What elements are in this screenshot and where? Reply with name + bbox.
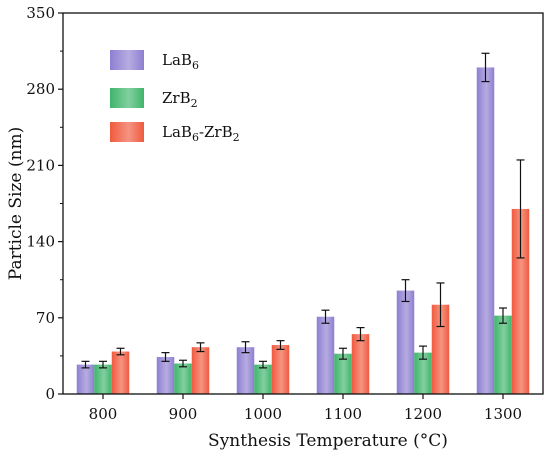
legend-label: LaB6: [162, 51, 199, 72]
error-bar-zrb2-1200: [419, 345, 427, 360]
error-bar-zrb2-900: [179, 359, 187, 368]
bar-zrb2-1300: [494, 315, 512, 394]
legend-swatch: [110, 50, 144, 70]
error-bar-lab6-zrb2-1100: [356, 326, 365, 342]
legend-swatch: [110, 88, 144, 108]
bars-layer: [76, 67, 530, 394]
legend-label: LaB6-ZrB2: [162, 123, 240, 144]
error-bar-lab6-zrb2-900: [196, 342, 205, 353]
y-tick-label-70: 70: [36, 309, 55, 327]
bar-lab6-zrb2-800: [111, 351, 130, 394]
y-tick-label-350: 350: [26, 4, 55, 22]
bar-zrb2-800: [94, 364, 112, 394]
error-bar-lab6-900: [161, 352, 170, 362]
error-bar-lab6-800: [81, 360, 90, 369]
x-tick-label-1000: 1000: [244, 405, 282, 423]
error-bar-lab6-1100: [321, 309, 330, 324]
error-bar-lab6-zrb2-1000: [276, 340, 285, 350]
x-tick-label-900: 900: [169, 405, 198, 423]
bar-lab6-1200: [396, 290, 415, 394]
error-bar-zrb2-1000: [259, 360, 267, 369]
error-bars-layer: [81, 52, 525, 369]
bar-lab6-zrb2-1200: [431, 304, 450, 394]
legend-item-lab6-zrb2: LaB6-ZrB2: [110, 122, 240, 144]
x-axis-title: Synthesis Temperature (°C): [208, 431, 448, 451]
bar-zrb2-1200: [414, 352, 432, 394]
error-bar-lab6-zrb2-800: [116, 347, 125, 356]
x-tick-label-1200: 1200: [404, 405, 442, 423]
x-tick-label-1100: 1100: [324, 405, 362, 423]
bar-lab6-1300: [476, 67, 495, 394]
bar-zrb2-1100: [334, 353, 352, 394]
plot-frame: [62, 12, 544, 395]
legend: LaB6 ZrB2 LaB6-ZrB2: [110, 50, 240, 144]
legend-item-zrb2: ZrB2: [110, 88, 198, 110]
bar-zrb2-900: [174, 363, 192, 394]
x-tick-label-800: 800: [89, 405, 118, 423]
bar-lab6-zrb2-1100: [351, 334, 370, 394]
bar-lab6-1100: [316, 316, 335, 394]
error-bar-lab6-zrb2-1300: [516, 159, 525, 259]
error-bar-zrb2-800: [99, 360, 107, 369]
bar-lab6-900: [156, 356, 175, 394]
bar-lab6-1000: [236, 347, 255, 394]
y-tick-label-0: 0: [45, 385, 55, 403]
y-axis-title: Particle Size (nm): [6, 127, 26, 280]
error-bar-zrb2-1300: [499, 307, 507, 324]
legend-swatch: [110, 122, 144, 142]
y-tick-label-280: 280: [26, 80, 55, 98]
x-tick-label-1300: 1300: [484, 405, 522, 423]
legend-label: ZrB2: [162, 89, 198, 110]
error-bar-lab6-zrb2-1200: [436, 282, 445, 328]
bar-lab6-800: [76, 364, 95, 394]
error-bar-lab6-1000: [241, 341, 250, 354]
bar-lab6-zrb2-1000: [271, 345, 290, 394]
bar-lab6-zrb2-900: [191, 347, 210, 394]
legend-item-lab6: LaB6: [110, 50, 199, 72]
error-bar-zrb2-1100: [339, 347, 347, 360]
error-bar-lab6-1300: [481, 52, 490, 83]
y-tick-label-140: 140: [26, 233, 55, 251]
axes-layer: 800 900 1000 1100 1200 1300 0 70 140 210 280 350: [26, 4, 544, 423]
bar-lab6-zrb2-1300: [511, 208, 530, 394]
bar-zrb2-1000: [254, 364, 272, 394]
error-bar-lab6-1200: [401, 279, 410, 303]
y-tick-label-210: 210: [26, 156, 55, 174]
